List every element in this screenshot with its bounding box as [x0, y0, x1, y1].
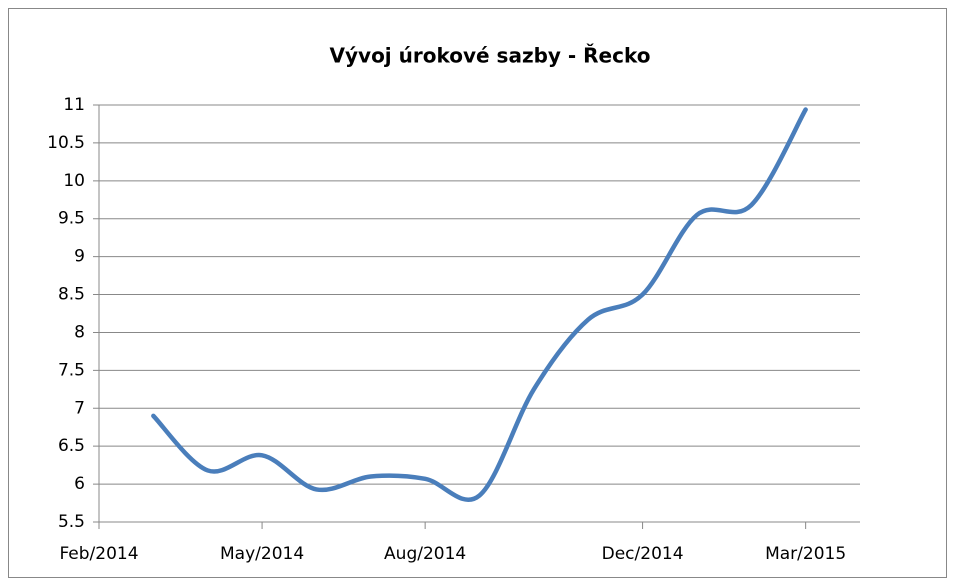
y-tick-label: 5.5: [58, 512, 85, 532]
x-tick-label: May/2014: [220, 544, 304, 564]
y-tick-label: 9: [74, 247, 85, 267]
y-tick-label: 7: [74, 398, 85, 418]
y-tick-label: 8: [74, 322, 85, 342]
line: [151, 107, 808, 502]
chart-border: [8, 8, 947, 578]
x-tick-label: Feb/2014: [59, 544, 138, 564]
y-tick-label: 8.5: [58, 285, 85, 305]
y-tick-label: 10.5: [47, 133, 85, 153]
y-tick-label: 6: [74, 474, 85, 494]
x-tick-label: Aug/2014: [384, 544, 466, 564]
y-tick-label: 7.5: [58, 360, 85, 380]
chart-title: Vývoj úrokové sazby - Řecko: [330, 44, 651, 68]
x-tick-label: Dec/2014: [602, 544, 684, 564]
y-tick-label: 11: [63, 95, 85, 115]
y-tick-label: 10: [63, 171, 85, 191]
y-tick-label: 9.5: [58, 209, 85, 229]
x-tick-label: Mar/2015: [765, 544, 846, 564]
y-tick-label: 6.5: [58, 436, 85, 456]
